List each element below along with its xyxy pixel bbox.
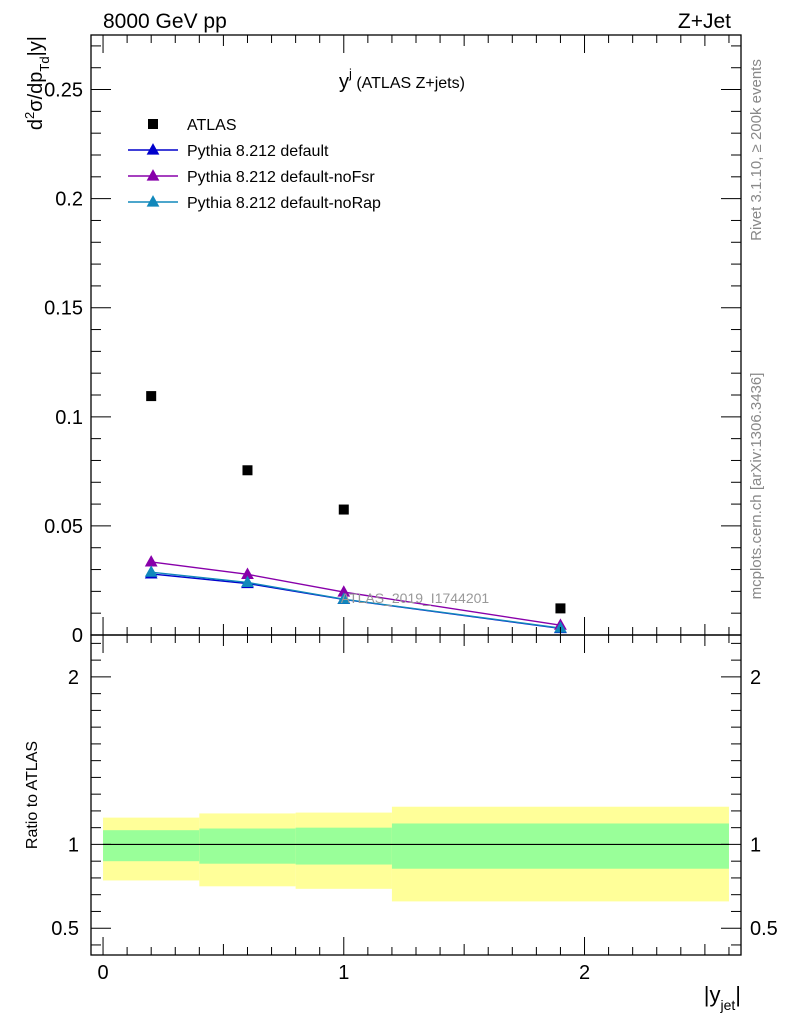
- legend-label: Pythia 8.212 default: [187, 143, 329, 160]
- ratio-y-tick-label-right: 2: [750, 667, 761, 689]
- ratio-y-axis-label: Ratio to ATLAS: [24, 741, 41, 849]
- ratio-y-tick-label: 2: [68, 667, 79, 689]
- y-tick-label: 0.2: [55, 189, 83, 211]
- legend-marker: [146, 195, 160, 207]
- ratio-bands: [103, 806, 729, 902]
- ratio-ticks: 0 1 2 0.5 0.5 1 1 2 2: [51, 635, 778, 984]
- y-tick-label: 0.05: [44, 516, 83, 538]
- data-point-mc: [144, 555, 158, 567]
- data-point-atlas: [146, 391, 157, 402]
- data-point-mc: [337, 585, 351, 597]
- series-line: [151, 571, 561, 629]
- title-rest: (ATLAS Z+jets): [352, 75, 465, 92]
- legend-marker: [146, 169, 160, 181]
- data-point-mc: [241, 567, 254, 579]
- y-tick-label: 0.15: [44, 298, 83, 320]
- data-point-atlas: [242, 465, 253, 476]
- header-right: Z+Jet: [678, 10, 731, 33]
- stat-uncertainty-band: [103, 830, 200, 862]
- series-line: [151, 561, 561, 626]
- legend-label: ATLAS: [187, 117, 237, 134]
- rivet-label: Rivet 3.1.10, ≥ 200k events: [748, 59, 765, 241]
- ratio-y-tick-label: 0.5: [51, 918, 79, 940]
- data-point-mc: [241, 575, 254, 588]
- ratio-y-tick-label: 1: [68, 834, 79, 856]
- stat-uncertainty-band: [391, 823, 729, 869]
- y-tick-label: 0: [72, 625, 83, 647]
- legend-label: Pythia 8.212 default-noRap: [187, 195, 381, 212]
- header-left: 8000 GeV pp: [103, 10, 227, 33]
- title-sup: j: [348, 66, 352, 81]
- legend: ATLAS Pythia 8.212 default Pythia 8.212 de…: [128, 117, 381, 212]
- y-tick-label: 0.1: [55, 407, 83, 429]
- data-point-mc: [337, 592, 351, 604]
- stat-uncertainty-band: [295, 827, 392, 865]
- ratio-plot-frame: [90, 634, 742, 956]
- ratio-panel: 0 1 2 0.5 0.5 1 1 2 2 Ratio to ATLAS |yjet|: [24, 634, 778, 1013]
- watermark: ATLAS_2019_I1744201: [341, 590, 490, 606]
- mcplots-label: mcplots.cern.ch [arXiv:1306.3436]: [748, 373, 765, 600]
- legend-marker: [146, 143, 160, 155]
- title-main: y: [339, 71, 349, 93]
- stat-uncertainty-band: [199, 828, 296, 864]
- x-tick-label: 0: [97, 962, 108, 984]
- x-tick-label: 2: [579, 962, 590, 984]
- y-tick-label: 0.25: [44, 80, 83, 102]
- x-axis-label: |yjet|: [704, 982, 741, 1013]
- data-point-mc: [554, 621, 567, 633]
- plot-title: yj (ATLAS Z+jets): [339, 66, 465, 93]
- main-marks: [144, 391, 567, 634]
- main-ticks: 0 0.05 0.1 0.15 0.2 0.25: [44, 35, 741, 647]
- ratio-frame: [90, 634, 742, 956]
- x-tick-label: 1: [338, 962, 349, 984]
- data-point-mc: [144, 565, 158, 577]
- ratio-y-tick-label-right: 0.5: [750, 918, 778, 940]
- ratio-y-tick-label-right: 1: [750, 834, 761, 856]
- main-panel: ATLAS_2019_I1744201 00.050.10.150.20.25 …: [22, 34, 742, 647]
- data-point-atlas: [338, 504, 349, 515]
- data-point-atlas: [555, 603, 566, 614]
- legend-label: Pythia 8.212 default-noFsr: [187, 169, 375, 186]
- main-y-axis-label: d2σ/dpTd|y|: [22, 36, 52, 130]
- legend-marker: [148, 119, 158, 129]
